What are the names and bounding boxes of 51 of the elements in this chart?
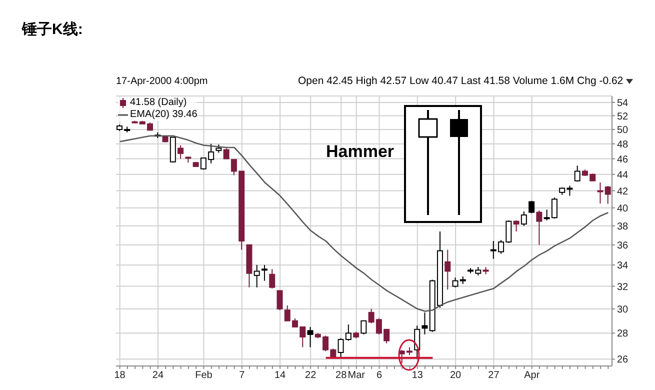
candlestick [444, 249, 451, 290]
candlestick [422, 312, 428, 335]
x-tick-label: Apr [524, 370, 540, 382]
y-tick-label: 32 [617, 282, 629, 293]
candlestick [520, 210, 527, 226]
legend-label: 41.58 (Daily) [130, 97, 187, 109]
y-tick-label: 44 [617, 170, 629, 181]
candlestick [528, 200, 535, 214]
candlestick [276, 290, 283, 311]
candlestick [360, 320, 367, 335]
chart-subtitle: 17-Apr-2000 4:00pm [116, 76, 208, 87]
line-series [119, 135, 609, 312]
annotation: Hammer [326, 142, 394, 162]
x-tick-label: 20 [450, 370, 462, 382]
x-tick-label: Feb [195, 370, 213, 382]
candlestick [261, 264, 268, 282]
y-tick-label: 30 [617, 304, 629, 316]
y-tick-label: 42 [617, 186, 629, 198]
candlestick [604, 185, 611, 204]
candlestick [307, 326, 314, 348]
x-tick-label: 28 [336, 370, 348, 382]
x-tick-label: 14 [274, 370, 286, 382]
candlestick [597, 182, 604, 204]
y-tick-label: 36 [617, 240, 629, 252]
y-tick-label: 28 [617, 328, 629, 340]
x-tick-label: Mar [348, 370, 366, 382]
x-tick-label: 7 [239, 370, 246, 382]
x-tick-label: 22 [305, 370, 317, 382]
y-tick-label: 38 [617, 221, 629, 232]
y-tick-label: 52 [617, 111, 629, 122]
legend-label: EMA(20) 39.46 [130, 109, 198, 121]
candlestick [536, 210, 542, 246]
candlestick [178, 144, 184, 160]
candlestick [513, 220, 520, 232]
x-tick-label: 27 [488, 370, 500, 382]
x-tick-label: 18 [114, 370, 126, 382]
x-tick-label: 6 [376, 370, 382, 382]
candlestick [254, 264, 260, 288]
candlestick [574, 165, 580, 182]
x-tick-label: 13 [412, 370, 424, 382]
y-tick-label: 34 [617, 260, 629, 272]
y-tick-label: 40 [617, 203, 629, 214]
y-tick-label: 46 [617, 154, 629, 166]
y-tick-label: 54 [617, 98, 629, 109]
x-tick-label: 24 [152, 370, 164, 382]
text: Open 42.45 High 42.57 Low 40.47 Last 41.58 Volume 1.6M Chg -0.62 [298, 75, 624, 87]
candlestick [269, 268, 276, 289]
y-tick-label: 50 [617, 125, 629, 136]
y-tick-label: 26 [617, 354, 629, 366]
y-tick-label: 48 [617, 139, 629, 150]
chart-title: 锤子K线: [22, 20, 83, 39]
